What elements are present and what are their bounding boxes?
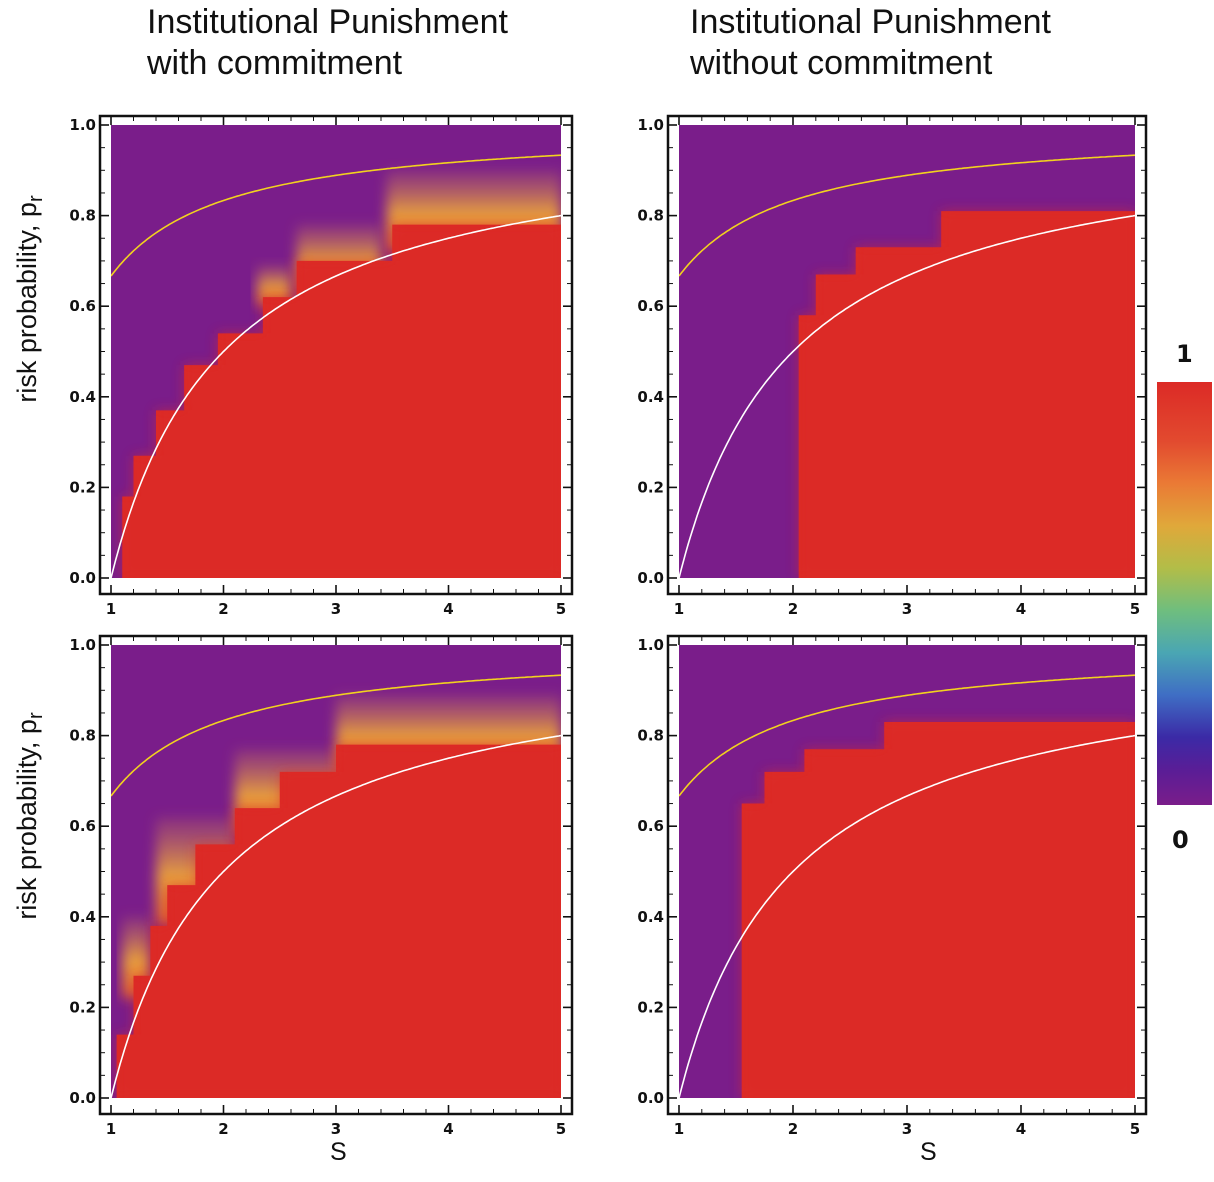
x-tick-label: 2 <box>218 1120 228 1138</box>
threshold-curve-lower <box>679 734 1135 1098</box>
heatmap-high-region-edge <box>741 708 1135 1098</box>
x-tick-label: 2 <box>218 600 228 618</box>
x-tick-label: 4 <box>1016 1120 1026 1138</box>
x-tick-label: 3 <box>331 1120 341 1138</box>
y-tick-label: 1.0 <box>637 636 664 654</box>
panel-bottom-left: 1 2 3 4 5 0.0 0.2 0.4 0.6 0.8 1.0 <box>69 634 574 1138</box>
y-tick-label: 0.6 <box>637 297 664 315</box>
panel-top-left: 1 2 3 4 5 0.0 0.2 0.4 0.6 0.8 1.0 <box>69 114 574 618</box>
column-title-left: Institutional Punishment with commitment <box>147 3 508 82</box>
y-tick-label: 0.4 <box>637 388 664 406</box>
y-tick-label: 0.4 <box>637 908 664 926</box>
panel-bottom-right: 1 2 3 4 5 0.0 0.2 0.4 0.6 0.8 1.0 <box>637 634 1148 1138</box>
x-tick-label: 2 <box>788 600 798 618</box>
y-tick-label: 0.4 <box>69 908 96 926</box>
x-tick-label: 3 <box>902 1120 912 1138</box>
x-tick-label: 4 <box>443 600 453 618</box>
y-tick-label: 0.2 <box>69 478 96 496</box>
column-title-right: Institutional Punishment without commitm… <box>690 3 1051 82</box>
x-tick-label: 5 <box>556 1120 566 1138</box>
threshold-curve-upper <box>679 154 1135 277</box>
x-tick-label: 4 <box>1016 600 1026 618</box>
y-tick-label: 0.0 <box>69 569 96 587</box>
y-tick-label: 0.0 <box>637 569 664 587</box>
y-tick-label: 0.8 <box>69 727 96 745</box>
colorbar-min-label: 0 <box>1172 826 1189 854</box>
y-tick-label: 0.2 <box>637 478 664 496</box>
y-tick-label: 0.4 <box>69 388 96 406</box>
y-tick-label: 1.0 <box>637 116 664 134</box>
x-tick-label: 3 <box>331 600 341 618</box>
x-tick-label: 1 <box>106 1120 116 1138</box>
threshold-curve-upper <box>111 154 561 277</box>
x-axis-label-right: S <box>920 1138 937 1166</box>
x-tick-label: 1 <box>674 600 684 618</box>
x-axis-label-left: S <box>330 1138 347 1166</box>
heatmap-high-region-edge <box>111 717 561 1098</box>
y-tick-label: 0.0 <box>637 1089 664 1107</box>
y-tick-label: 0.6 <box>69 817 96 835</box>
y-tick-label: 0.6 <box>69 297 96 315</box>
x-tick-label: 5 <box>1130 600 1140 618</box>
heatmap-grid: 1 2 3 4 5 0.0 0.2 0.4 0.6 0.8 1.0 1 2 3 4 5 0.0 0.2 0.4 0.6… <box>69 114 1148 1138</box>
x-tick-label: 4 <box>443 1120 453 1138</box>
x-tick-label: 2 <box>788 1120 798 1138</box>
y-tick-label: 1.0 <box>69 636 96 654</box>
threshold-curve-lower <box>111 214 561 578</box>
heatmap-high-region-edge <box>798 192 1135 578</box>
y-tick-label: 1.0 <box>69 116 96 134</box>
y-tick-label: 0.2 <box>69 998 96 1016</box>
threshold-curve-upper <box>111 674 561 797</box>
y-tick-label: 0.8 <box>637 727 664 745</box>
colorbar-max-label: 1 <box>1176 340 1193 368</box>
y-tick-label: 0.2 <box>637 998 664 1016</box>
y-tick-label: 0.8 <box>637 207 664 225</box>
x-tick-label: 1 <box>106 600 116 618</box>
heatmap-high-region-edge <box>111 202 561 578</box>
threshold-curve-upper <box>679 674 1135 797</box>
x-tick-label: 1 <box>674 1120 684 1138</box>
colorbar <box>1157 382 1212 805</box>
x-tick-label: 5 <box>1130 1120 1140 1138</box>
y-tick-label: 0.6 <box>637 817 664 835</box>
panel-top-right: 1 2 3 4 5 0.0 0.2 0.4 0.6 0.8 1.0 <box>637 114 1148 618</box>
y-tick-label: 0.8 <box>69 207 96 225</box>
y-tick-label: 0.0 <box>69 1089 96 1107</box>
x-tick-label: 5 <box>556 600 566 618</box>
threshold-curve-lower <box>111 734 561 1098</box>
x-tick-label: 3 <box>902 600 912 618</box>
threshold-curve-lower <box>679 214 1135 578</box>
